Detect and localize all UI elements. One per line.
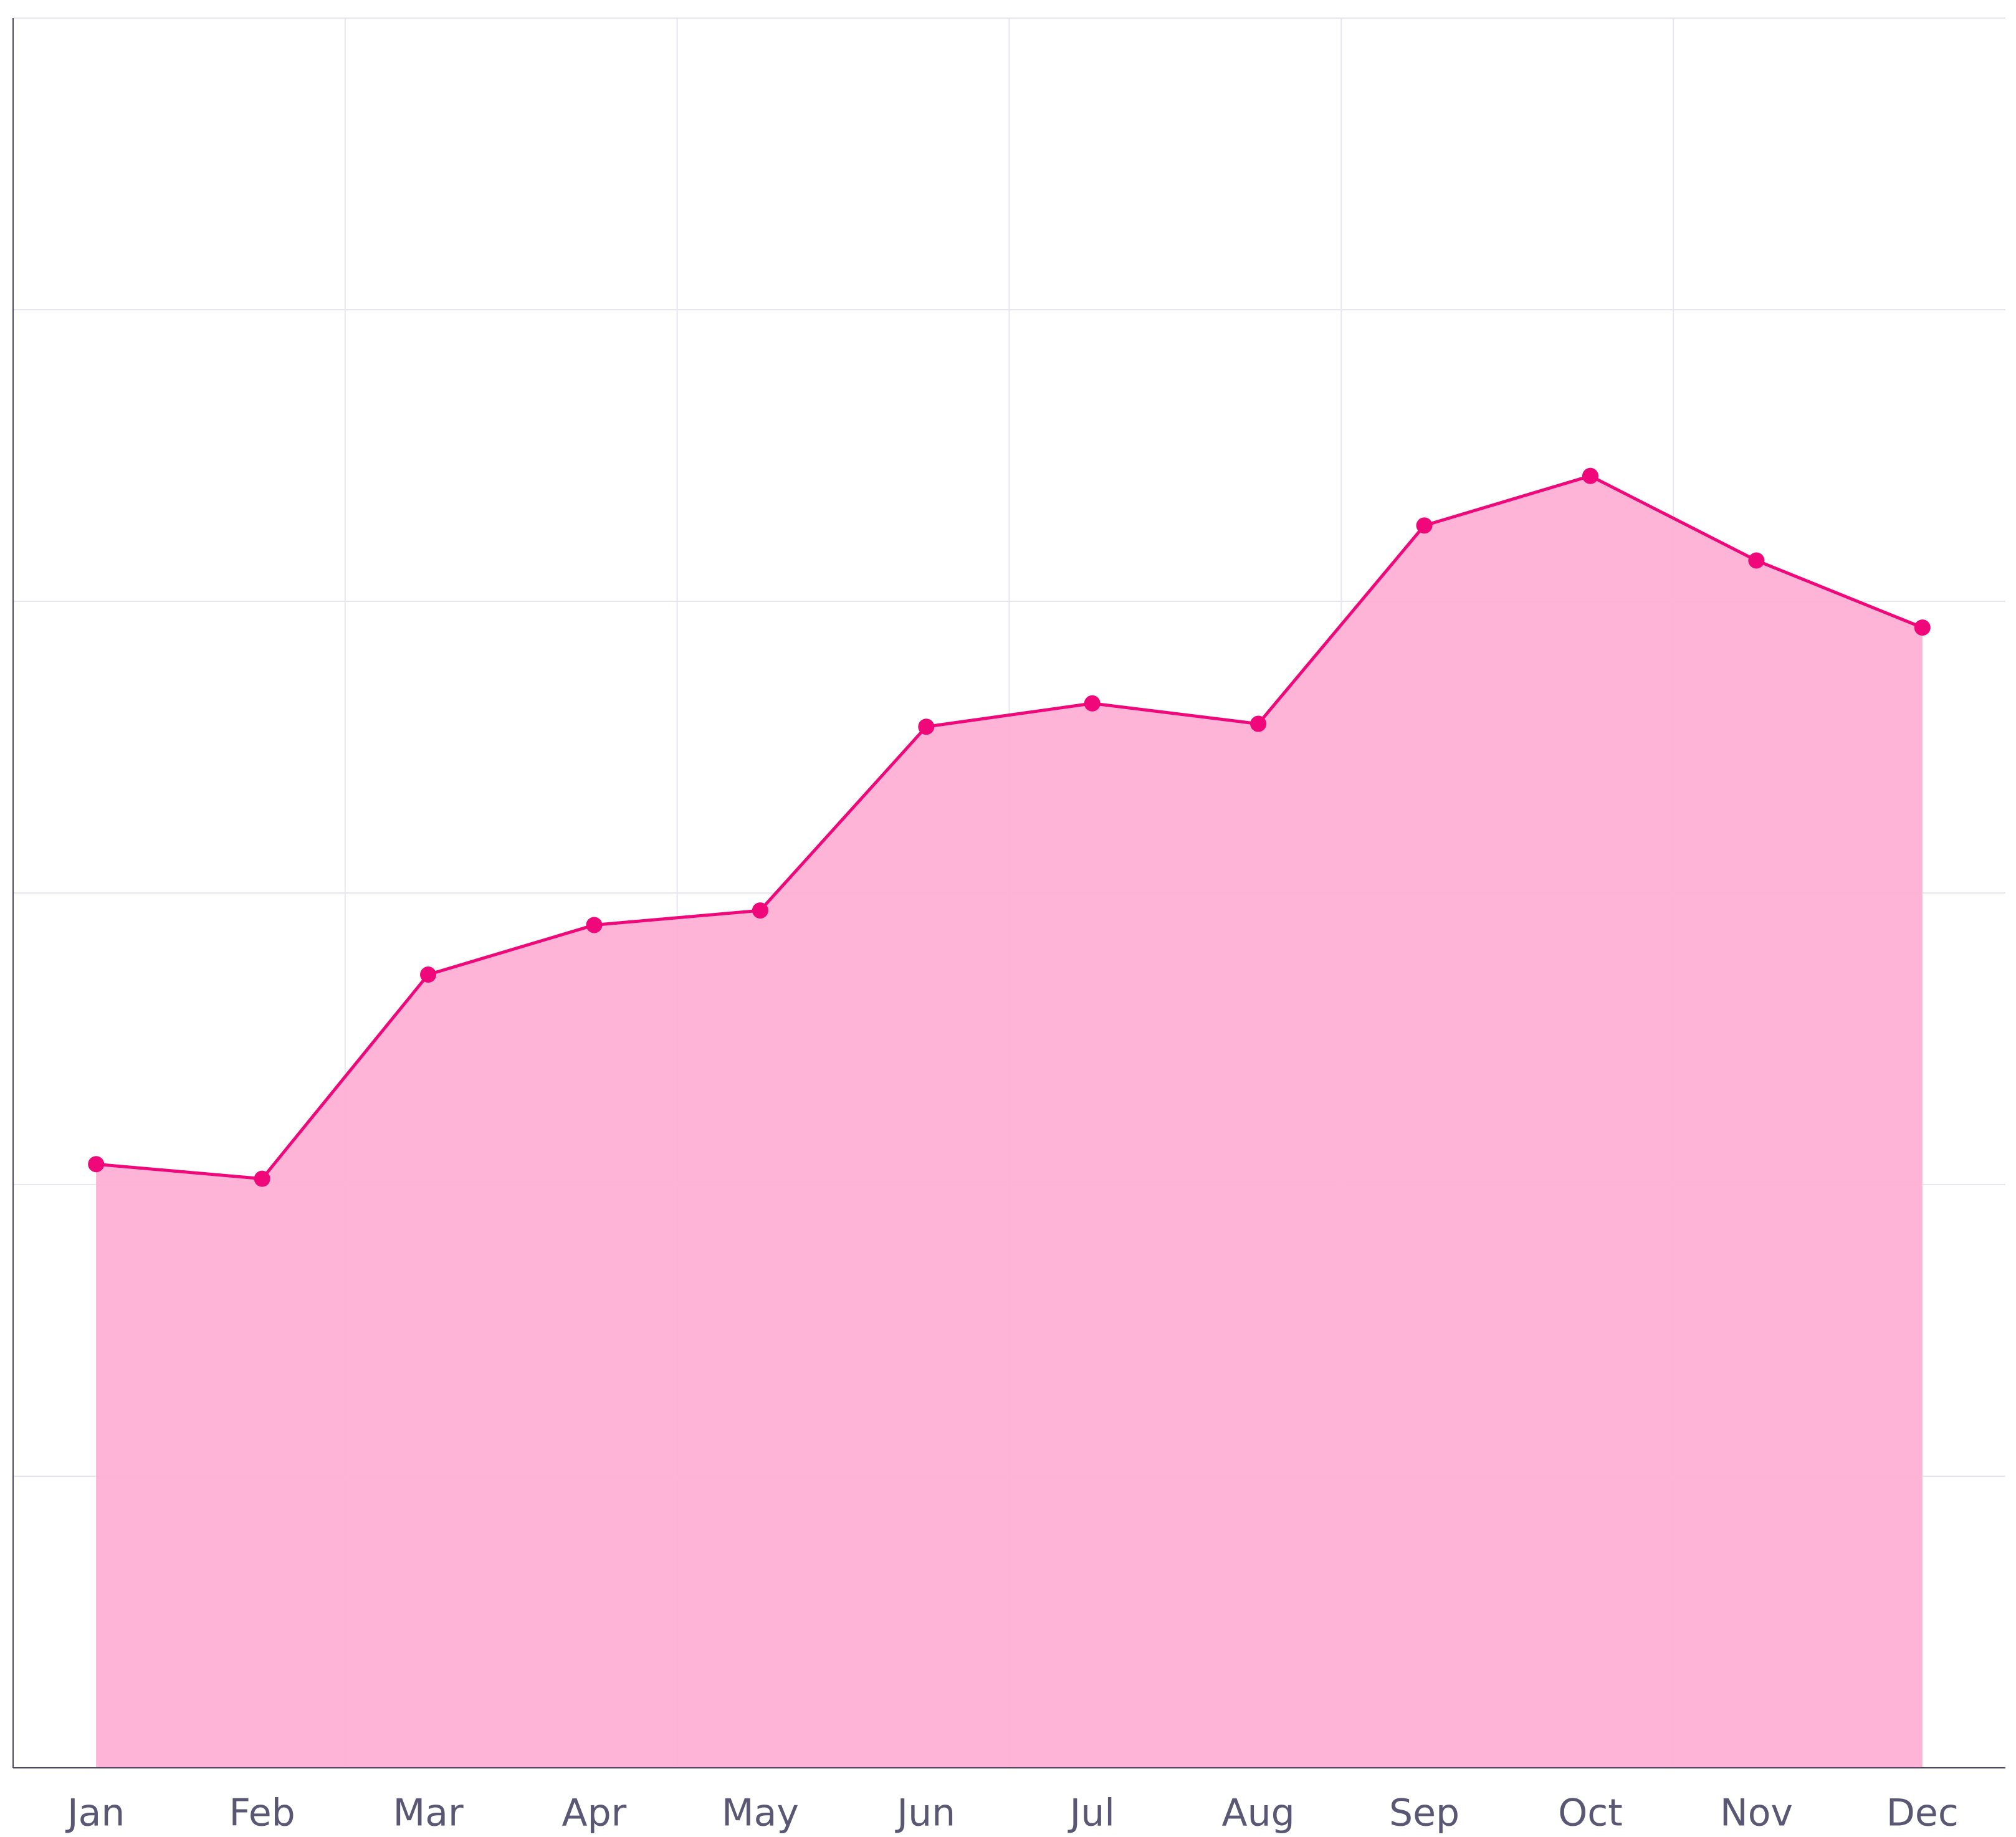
x-tick-label: Jan: [65, 1792, 125, 1835]
x-tick-label: Dec: [1886, 1792, 1959, 1835]
x-tick-label: Apr: [562, 1792, 627, 1835]
x-tick-label: Jul: [1068, 1792, 1115, 1835]
point: [1250, 715, 1267, 732]
x-tick-label: Jun: [894, 1792, 955, 1835]
x-tick-label: Feb: [229, 1792, 295, 1835]
x-tick-label: Sep: [1389, 1792, 1459, 1835]
point: [586, 917, 603, 933]
point: [918, 718, 935, 735]
point: [88, 1156, 105, 1173]
area: [96, 475, 1923, 1768]
point: [1416, 517, 1433, 534]
point: [420, 966, 437, 983]
point: [1084, 695, 1101, 712]
x-tick-label: Oct: [1558, 1792, 1623, 1835]
x-tick-label: Mar: [393, 1792, 464, 1835]
point: [1748, 552, 1765, 569]
x-tick-label: May: [722, 1792, 799, 1835]
x-tick-label: Nov: [1720, 1792, 1793, 1835]
point: [1914, 619, 1931, 636]
point: [752, 902, 768, 919]
point: [254, 1170, 270, 1187]
x-tick-label: Aug: [1222, 1792, 1295, 1835]
point: [1582, 467, 1598, 484]
line: [95, 474, 1923, 1181]
